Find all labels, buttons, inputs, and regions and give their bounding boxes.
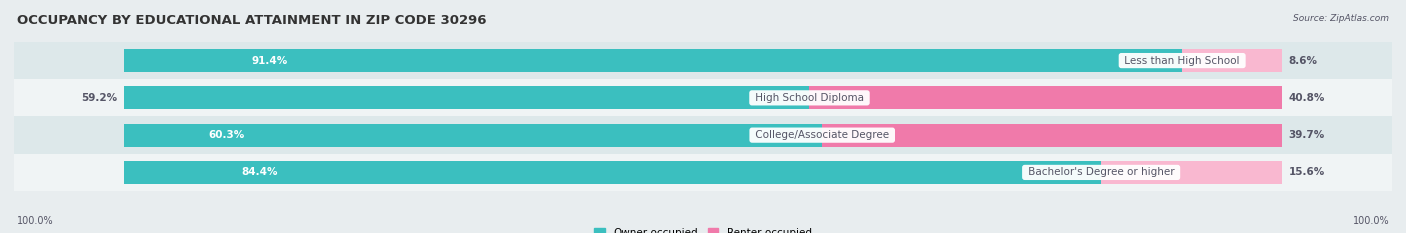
Text: Bachelor's Degree or higher: Bachelor's Degree or higher — [1025, 168, 1178, 177]
Text: 15.6%: 15.6% — [1289, 168, 1324, 177]
Bar — [1182, 49, 1282, 72]
Bar — [14, 79, 1392, 116]
Text: 8.6%: 8.6% — [1289, 56, 1317, 65]
Bar — [14, 154, 1392, 191]
Bar — [124, 123, 823, 147]
Bar — [124, 49, 1182, 72]
Text: 40.8%: 40.8% — [1289, 93, 1324, 103]
Text: College/Associate Degree: College/Associate Degree — [752, 130, 893, 140]
Bar — [124, 161, 1101, 184]
Text: Less than High School: Less than High School — [1122, 56, 1243, 65]
Text: 100.0%: 100.0% — [17, 216, 53, 226]
Text: Source: ZipAtlas.com: Source: ZipAtlas.com — [1294, 14, 1389, 23]
Bar — [14, 42, 1392, 79]
Bar — [1101, 161, 1282, 184]
Text: 60.3%: 60.3% — [208, 130, 245, 140]
Text: High School Diploma: High School Diploma — [752, 93, 868, 103]
Text: 39.7%: 39.7% — [1289, 130, 1324, 140]
Text: 59.2%: 59.2% — [82, 93, 118, 103]
Legend: Owner-occupied, Renter-occupied: Owner-occupied, Renter-occupied — [595, 228, 811, 233]
Text: 91.4%: 91.4% — [252, 56, 287, 65]
Bar — [810, 86, 1282, 110]
Text: 100.0%: 100.0% — [1353, 216, 1389, 226]
Bar — [14, 116, 1392, 154]
Bar — [823, 123, 1282, 147]
Text: OCCUPANCY BY EDUCATIONAL ATTAINMENT IN ZIP CODE 30296: OCCUPANCY BY EDUCATIONAL ATTAINMENT IN Z… — [17, 14, 486, 27]
Bar — [124, 86, 810, 110]
Text: 84.4%: 84.4% — [242, 168, 278, 177]
